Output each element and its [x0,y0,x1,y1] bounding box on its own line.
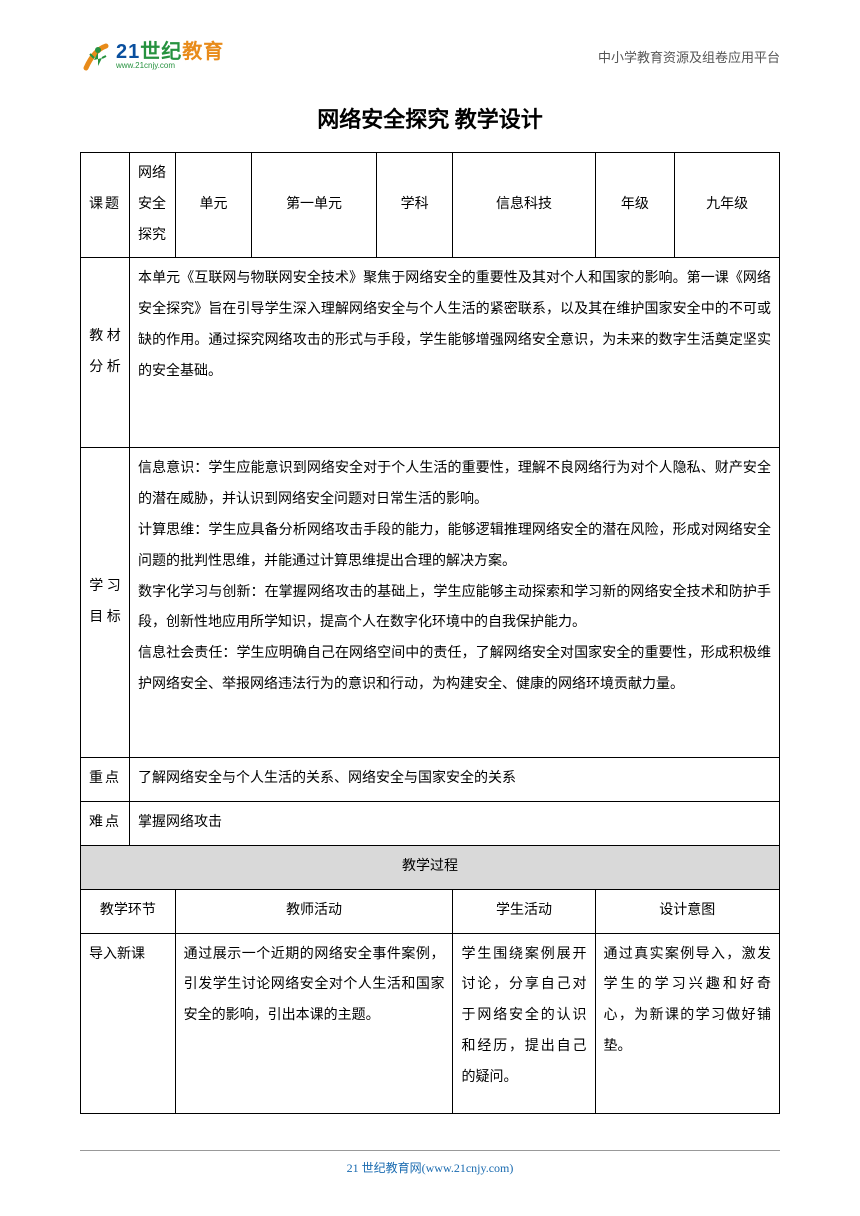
process-content-row: 导入新课 通过展示一个近期的网络安全事件案例，引发学生讨论网络安全对个人生活和国… [81,933,780,1113]
logo-char: 纪 [161,41,182,63]
analysis-row: 教 材 分 析 本单元《互联网与物联网安全技术》聚焦于网络安全的重要性及其对个人… [81,258,780,448]
process-header-row: 教学过程 [81,845,780,889]
footer-url: (www.21cnjy.com) [422,1161,514,1175]
objectives-text: 信息意识：学生应能意识到网络安全对于个人生活的重要性，理解不良网络行为对个人隐私… [130,448,780,758]
footer-text: 21 世纪教育网 [347,1161,422,1175]
logo-icon [80,40,112,72]
objectives-row: 学 习 目 标 信息意识：学生应能意识到网络安全对于个人生活的重要性，理解不良网… [81,448,780,758]
info-row: 课题 网络安全探究 单元 第一单元 学科 信息科技 年级 九年级 [81,153,780,258]
logo-char: 世 [140,41,161,63]
label-analysis: 教 材 分 析 [81,258,130,448]
col-intent: 设计意图 [595,889,779,933]
value-subject: 信息科技 [453,153,595,258]
logo-char: 教 [182,41,203,63]
process-columns-row: 教学环节 教师活动 学生活动 设计意图 [81,889,780,933]
value-unit: 第一单元 [252,153,376,258]
phase-name: 导入新课 [81,933,176,1113]
label-keypoint: 重点 [81,758,130,802]
label-topic: 课题 [81,153,130,258]
process-header: 教学过程 [81,845,780,889]
label-objectives: 学 习 目 标 [81,448,130,758]
analysis-text: 本单元《互联网与物联网安全技术》聚焦于网络安全的重要性及其对个人和国家的影响。第… [130,258,780,448]
document-title: 网络安全探究 教学设计 [80,102,780,134]
difficulty-text: 掌握网络攻击 [130,802,780,846]
lesson-plan-table: 课题 网络安全探究 单元 第一单元 学科 信息科技 年级 九年级 教 材 分 析… [80,152,780,1114]
student-activity: 学生围绕案例展开讨论，分享自己对于网络安全的认识和经历，提出自己的疑问。 [453,933,595,1113]
label-unit: 单元 [175,153,252,258]
document-page: 21世纪教育 www.21cnjy.com 中小学教育资源及组卷应用平台 网络安… [0,0,860,1174]
page-header: 21世纪教育 www.21cnjy.com 中小学教育资源及组卷应用平台 [80,40,780,72]
col-student: 学生活动 [453,889,595,933]
logo-text: 21世纪教育 www.21cnjy.com [116,42,224,70]
teacher-activity: 通过展示一个近期的网络安全事件案例，引发学生讨论网络安全对个人生活和国家安全的影… [175,933,453,1113]
logo-char: 育 [203,41,224,63]
col-phase: 教学环节 [81,889,176,933]
value-grade: 九年级 [675,153,780,258]
logo: 21世纪教育 www.21cnjy.com [80,40,224,72]
col-teacher: 教师活动 [175,889,453,933]
difficulty-row: 难点 掌握网络攻击 [81,802,780,846]
label-difficulty: 难点 [81,802,130,846]
header-platform-text: 中小学教育资源及组卷应用平台 [598,47,780,66]
label-grade: 年级 [595,153,675,258]
logo-url: www.21cnjy.com [116,62,224,70]
page-footer: 21 世纪教育网(www.21cnjy.com) [80,1150,780,1176]
logo-char: 2 [116,41,128,63]
logo-char: 1 [128,41,140,63]
logo-title: 21世纪教育 [116,42,224,62]
value-topic: 网络安全探究 [130,153,176,258]
keypoint-text: 了解网络安全与个人生活的关系、网络安全与国家安全的关系 [130,758,780,802]
label-subject: 学科 [376,153,453,258]
design-intent: 通过真实案例导入，激发学生的学习兴趣和好奇心，为新课的学习做好铺垫。 [595,933,779,1113]
keypoint-row: 重点 了解网络安全与个人生活的关系、网络安全与国家安全的关系 [81,758,780,802]
